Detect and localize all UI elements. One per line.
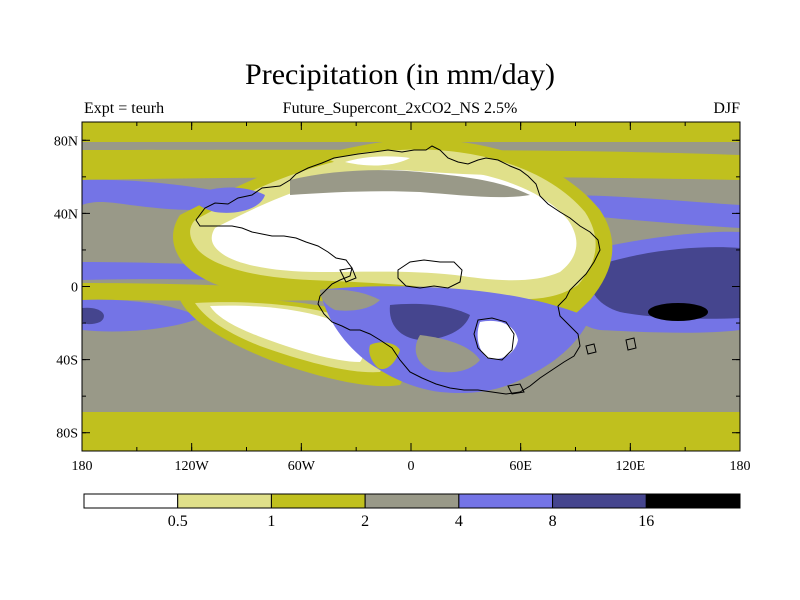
north-margin-moderate <box>290 170 530 198</box>
south-continent-moderate <box>320 289 380 311</box>
colorbar-box <box>645 493 741 509</box>
coastline-southern-lobe <box>473 317 515 361</box>
y-tick-label: 80S <box>56 427 78 442</box>
east-tropical-max <box>648 303 708 321</box>
coastline-inland-sea <box>397 259 463 289</box>
subtropical-dry-south-core <box>210 305 363 362</box>
colorbar-box <box>364 493 460 509</box>
colorbar-box <box>270 493 366 509</box>
x-tick-label: 60W <box>288 459 316 474</box>
coastline-island-4 <box>585 343 597 355</box>
colorbar-box <box>458 493 554 509</box>
colorbar-label: 1 <box>267 513 275 530</box>
south-continent-core <box>389 303 470 340</box>
colorbar-box <box>83 493 179 509</box>
south-continent-moderate-2 <box>415 335 480 373</box>
southern-pacific-core <box>82 307 104 325</box>
coastline <box>195 145 637 395</box>
x-tick-label: 120E <box>616 459 646 474</box>
x-tick-label: 180 <box>730 459 751 474</box>
coastline-island-3 <box>625 337 637 351</box>
x-tick-label: 120W <box>175 459 210 474</box>
band-arctic-dry <box>82 122 740 142</box>
north-coast-desert <box>345 156 410 166</box>
colorbar-label: 8 <box>549 513 557 530</box>
axis-tick-labels: 180 120W 60W 0 60E 120E 180 80N 40N 0 40S 80S <box>54 134 751 474</box>
colorbar <box>83 493 741 509</box>
colorbar-labels: 0.5 1 2 4 8 16 <box>168 513 655 530</box>
precipitation-field <box>82 122 740 451</box>
experiment-label: Expt = teurh <box>84 100 165 117</box>
chart-subtitle: Future_Supercont_2xCO2_NS 2.5% <box>282 100 518 117</box>
north-coast-dry <box>330 150 500 175</box>
y-tick-label: 80N <box>54 134 78 149</box>
x-tick-label: 0 <box>408 459 415 474</box>
colorbar-label: 16 <box>638 513 654 530</box>
colorbar-box <box>552 493 647 509</box>
colorbar-label: 2 <box>361 513 369 530</box>
coastline-supercontinent <box>195 145 601 395</box>
northwest-wet-patch <box>194 187 265 213</box>
south-continent-desert <box>477 320 518 360</box>
axis-ticks <box>81 122 741 451</box>
coastline-island-1 <box>339 267 357 283</box>
coastline-island-2 <box>507 383 525 395</box>
southern-pacific-wet <box>82 299 200 332</box>
x-tick-label: 60E <box>509 459 532 474</box>
east-tropical-wet-core <box>588 247 740 319</box>
x-tick-label: 180 <box>72 459 93 474</box>
y-tick-label: 40S <box>56 354 78 369</box>
colorbar-label: 4 <box>455 513 463 530</box>
colorbar-box <box>177 493 272 509</box>
colorbar-label: 0.5 <box>168 513 188 530</box>
chart-title: Precipitation (in mm/day) <box>245 58 555 91</box>
storm-track-north-east <box>560 195 740 228</box>
season-label: DJF <box>713 100 740 117</box>
y-tick-label: 0 <box>71 281 78 296</box>
y-tick-label: 40N <box>54 207 78 222</box>
